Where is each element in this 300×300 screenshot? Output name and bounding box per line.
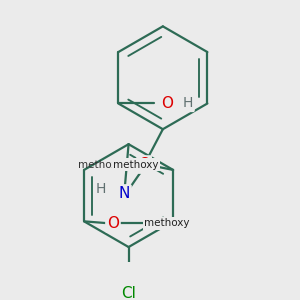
Text: O: O	[107, 216, 119, 231]
Text: methoxy: methoxy	[113, 160, 159, 170]
Text: H: H	[95, 182, 106, 196]
Text: O: O	[162, 96, 174, 111]
Text: methoxy: methoxy	[77, 160, 123, 170]
Text: N: N	[118, 186, 130, 201]
Text: O: O	[138, 157, 150, 172]
Text: methoxy: methoxy	[144, 218, 190, 229]
Text: Cl: Cl	[121, 286, 136, 300]
Text: H: H	[183, 97, 193, 110]
